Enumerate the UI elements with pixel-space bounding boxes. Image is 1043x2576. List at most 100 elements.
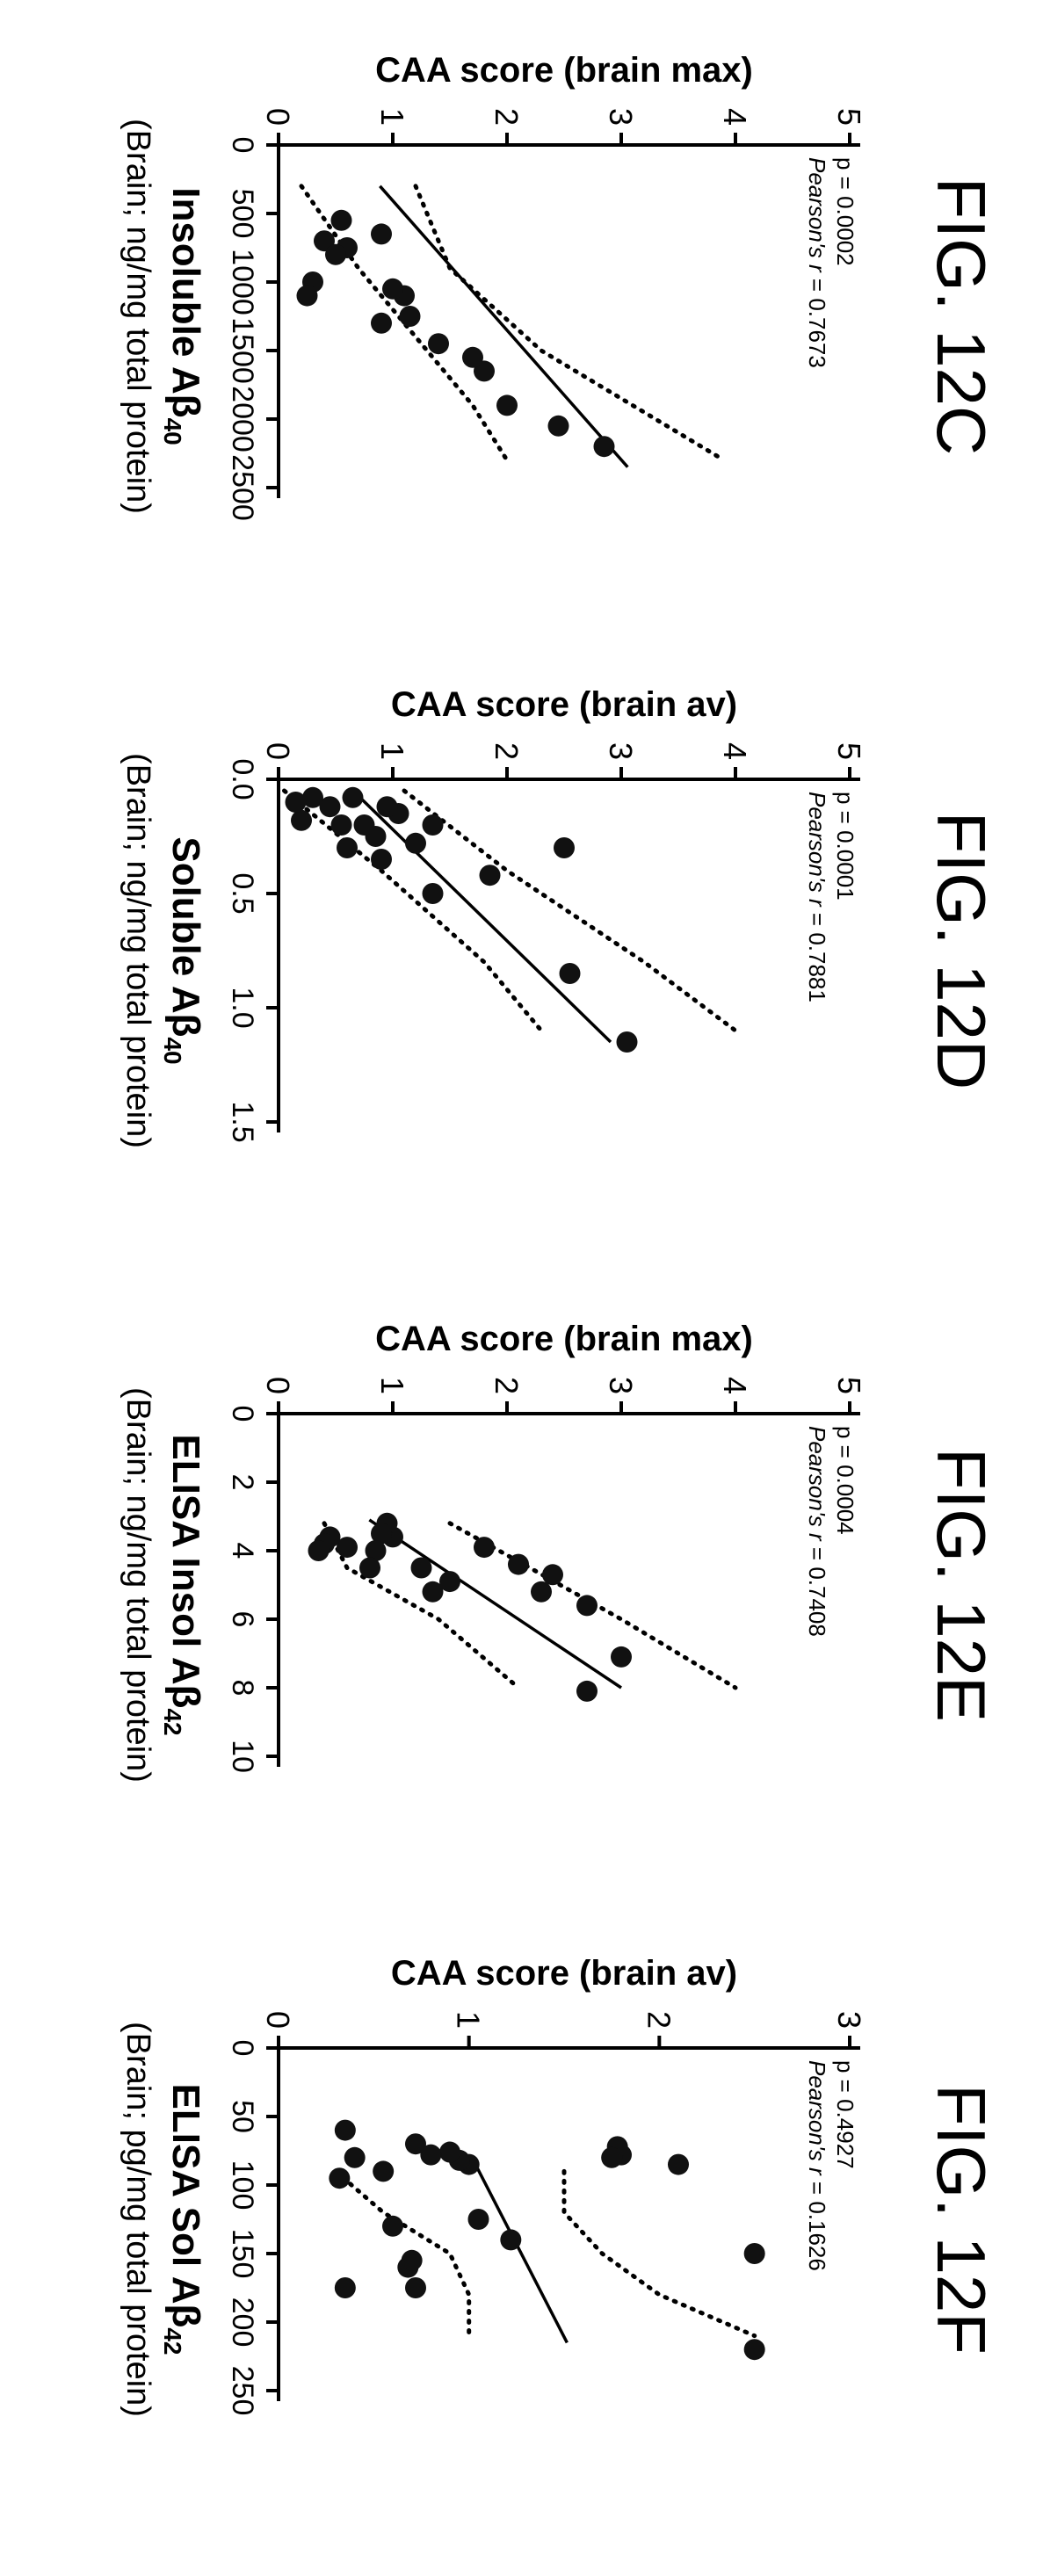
data-point <box>359 1557 380 1579</box>
data-point <box>467 2209 489 2230</box>
x-axis-label: ELISA Sol Aβ42 <box>159 2083 207 2355</box>
x-tick-label: 6 <box>226 1611 259 1628</box>
ci-upper-band <box>447 1521 738 1690</box>
data-point <box>401 2249 423 2271</box>
x-axis-label: Soluble Aβ40 <box>159 836 207 1064</box>
x-tick-label: 150 <box>226 2229 259 2279</box>
x-tick-label: 1000 <box>226 249 259 315</box>
x-tick-label: 0.5 <box>226 872 259 914</box>
y-axis-label: CAA score (brain max) <box>375 51 753 90</box>
x-tick-label: 10 <box>226 1740 259 1773</box>
data-point <box>382 2215 403 2237</box>
x-axis-label-symbol: Aβ <box>164 2276 207 2328</box>
stat-r-value: = 0.7881 <box>804 907 830 1002</box>
y-tick-label: 1 <box>374 1377 410 1394</box>
stat-pearson-r: Pearson's r = 0.7408 <box>804 1426 830 1637</box>
x-axis-label-space <box>164 976 207 986</box>
data-point <box>547 415 569 437</box>
x-tick-label: 0 <box>226 1406 259 1422</box>
y-tick-label: 3 <box>603 742 639 760</box>
data-point <box>308 1540 330 1561</box>
y-tick-label: 3 <box>603 108 639 126</box>
data-point <box>325 243 346 265</box>
y-tick-label: 4 <box>717 742 753 760</box>
data-point <box>474 1537 495 1559</box>
data-point <box>371 849 392 870</box>
data-point <box>319 796 341 818</box>
y-tick-label: 1 <box>451 2011 487 2029</box>
data-point <box>479 865 501 886</box>
stat-p-value: p = 0.0004 <box>832 1426 858 1535</box>
data-point <box>439 1571 460 1593</box>
data-point <box>373 2160 395 2182</box>
stat-p-value: p = 0.4927 <box>832 2060 858 2169</box>
ci-upper-band <box>413 184 727 463</box>
figure-label: FIG. 12F <box>923 2084 1000 2355</box>
data-point <box>576 1595 598 1617</box>
regression-line <box>351 789 612 1044</box>
data-point <box>542 1564 563 1586</box>
ci-lower-band <box>333 2168 472 2339</box>
data-point <box>410 1557 432 1579</box>
data-point <box>422 883 444 904</box>
data-point <box>420 2144 442 2166</box>
data-point <box>554 837 575 858</box>
y-tick-label: 0 <box>260 1377 296 1394</box>
y-tick-label: 1 <box>374 108 410 126</box>
data-point <box>405 2133 426 2155</box>
data-point <box>334 2119 356 2141</box>
stat-r-name: Pearson's r <box>804 2060 830 2176</box>
stat-pearson-r: Pearson's r = 0.1626 <box>804 2060 830 2271</box>
x-tick-label: 1.0 <box>226 987 259 1028</box>
data-point <box>382 278 403 300</box>
stat-r-name: Pearson's r <box>804 1426 830 1542</box>
y-tick-label: 5 <box>831 108 867 126</box>
x-tick-label: 200 <box>226 2297 259 2348</box>
figure-label: FIG. 12D <box>923 812 1000 1089</box>
data-point <box>291 809 312 831</box>
stat-r-name: Pearson's r <box>804 792 830 908</box>
regression-line <box>368 1518 622 1690</box>
data-point <box>500 2229 522 2251</box>
y-tick-label: 2 <box>489 742 525 760</box>
x-axis-label-subscript: 42 <box>159 1708 186 1735</box>
data-point <box>422 1581 444 1603</box>
x-tick-label: 2 <box>226 1474 259 1491</box>
data-point <box>422 814 444 836</box>
ci-upper-band <box>561 2168 757 2339</box>
data-point <box>371 312 392 334</box>
y-tick-label: 0 <box>260 2011 296 2029</box>
x-axis-units: (Brain; ng/mg total protein) <box>120 1387 156 1783</box>
data-point <box>371 223 392 245</box>
data-point <box>616 1031 638 1053</box>
data-point <box>743 2243 765 2264</box>
data-point <box>462 346 483 368</box>
x-axis-units: (Brain; ng/mg total protein) <box>120 753 156 1148</box>
y-tick-label: 4 <box>717 1377 753 1394</box>
data-point <box>405 832 426 854</box>
y-axis-label: CAA score (brain av) <box>391 685 737 724</box>
y-tick-label: 5 <box>831 742 867 760</box>
y-tick-label: 3 <box>831 2011 867 2029</box>
data-point <box>376 796 398 818</box>
x-tick-label: 0 <box>226 2040 259 2057</box>
stat-r-value: = 0.7408 <box>804 1541 830 1637</box>
data-point <box>611 1646 632 1668</box>
x-axis-label-main: ELISA Sol <box>164 2083 207 2267</box>
x-tick-label: 4 <box>226 1543 259 1559</box>
x-tick-label: 250 <box>226 2366 259 2416</box>
data-point <box>496 394 518 416</box>
x-axis-label-space <box>164 2267 207 2276</box>
data-point <box>531 1581 552 1603</box>
stat-p-value: p = 0.0002 <box>832 157 858 266</box>
fig-12e-panel: FIG. 12E 0 1 2 3 4 5 0 2 4 6 8 10 CAA score (brain ma… <box>120 1320 1000 1783</box>
x-tick-label: 0.0 <box>226 758 259 800</box>
data-point <box>559 963 581 984</box>
fig-12d-panel: FIG. 12D 0 1 2 3 4 5 0.0 0.5 1.0 1.5 CAA score (bra… <box>120 685 1000 1148</box>
ci-lower-band <box>282 788 544 1033</box>
data-point <box>353 814 375 836</box>
